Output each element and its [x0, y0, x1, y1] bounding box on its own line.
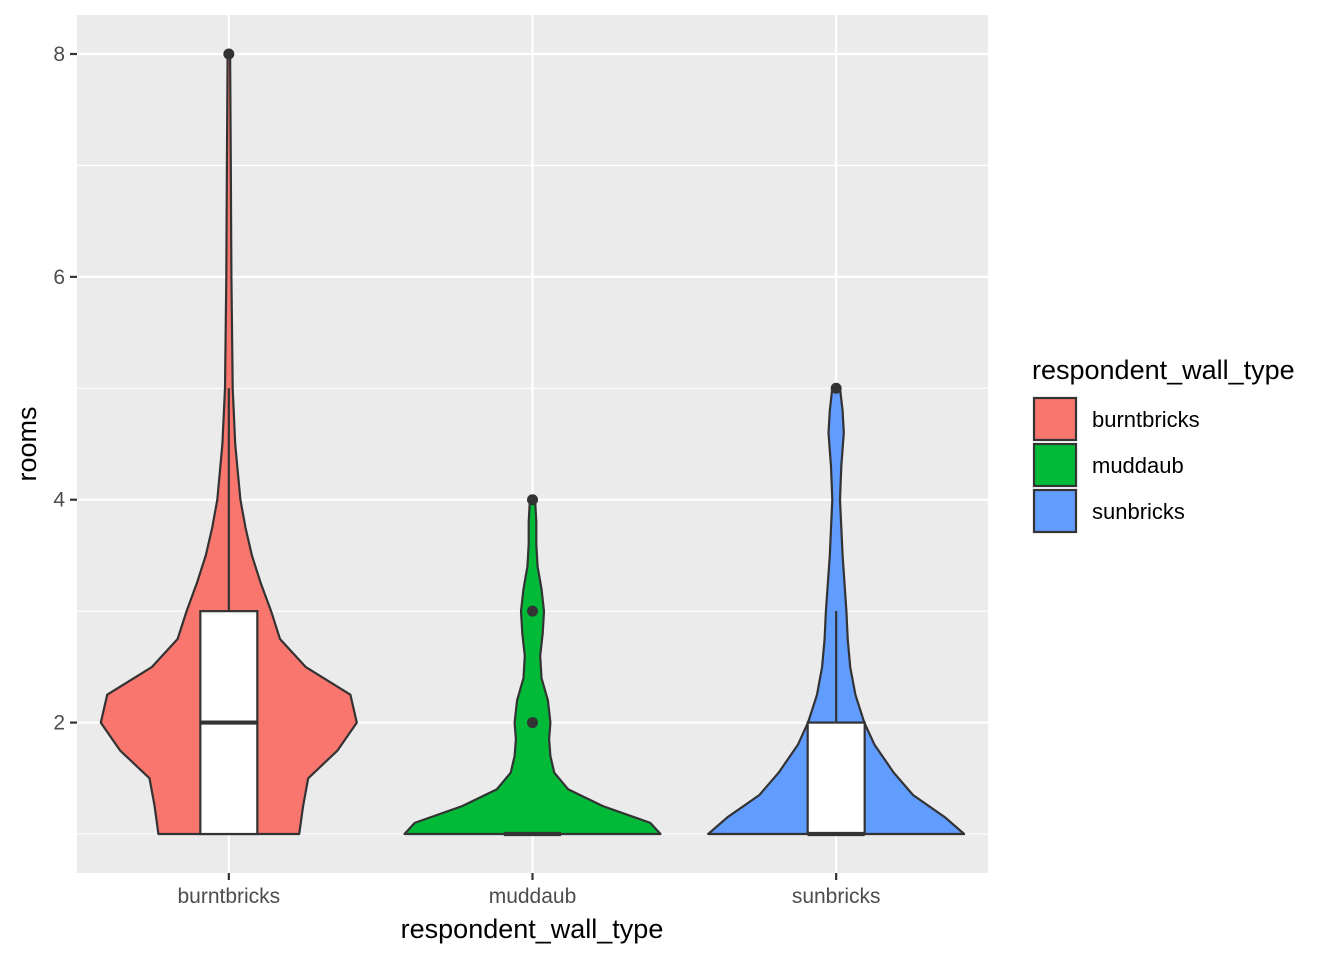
outlier-point	[527, 717, 538, 729]
outlier-point	[223, 48, 235, 60]
legend-swatch-muddaub	[1032, 442, 1078, 488]
outlier-point	[527, 494, 538, 506]
y-tick-label: 4	[53, 489, 65, 512]
legend-swatch-burntbricks	[1032, 396, 1078, 442]
outlier-points	[223, 48, 842, 729]
outlier-point	[527, 605, 538, 617]
x-tick-label: sunbricks	[792, 885, 881, 908]
box-sunbricks	[806, 721, 866, 836]
legend-label-muddaub: muddaub	[1092, 453, 1184, 478]
y-tick-label: 2	[53, 712, 65, 735]
y-tick-label: 6	[53, 266, 65, 289]
x-axis-title: respondent_wall_type	[401, 914, 664, 944]
legend-title: respondent_wall_type	[1032, 355, 1295, 385]
y-axis-title: rooms	[12, 406, 42, 481]
axes: 2 4 6 8 burntbricks muddaub sunbricks	[53, 43, 880, 908]
outlier-point	[830, 382, 842, 394]
x-tick-label: burntbricks	[177, 885, 280, 908]
boxplots	[199, 388, 866, 837]
legend-label-burntbricks: burntbricks	[1092, 407, 1200, 432]
y-tick-label: 8	[53, 43, 65, 66]
x-tick-label: muddaub	[489, 885, 577, 908]
legend: respondent_wall_type burntbricks muddaub s…	[1032, 355, 1295, 534]
legend-swatch-sunbricks	[1032, 488, 1078, 534]
legend-label-sunbricks: sunbricks	[1092, 499, 1185, 524]
